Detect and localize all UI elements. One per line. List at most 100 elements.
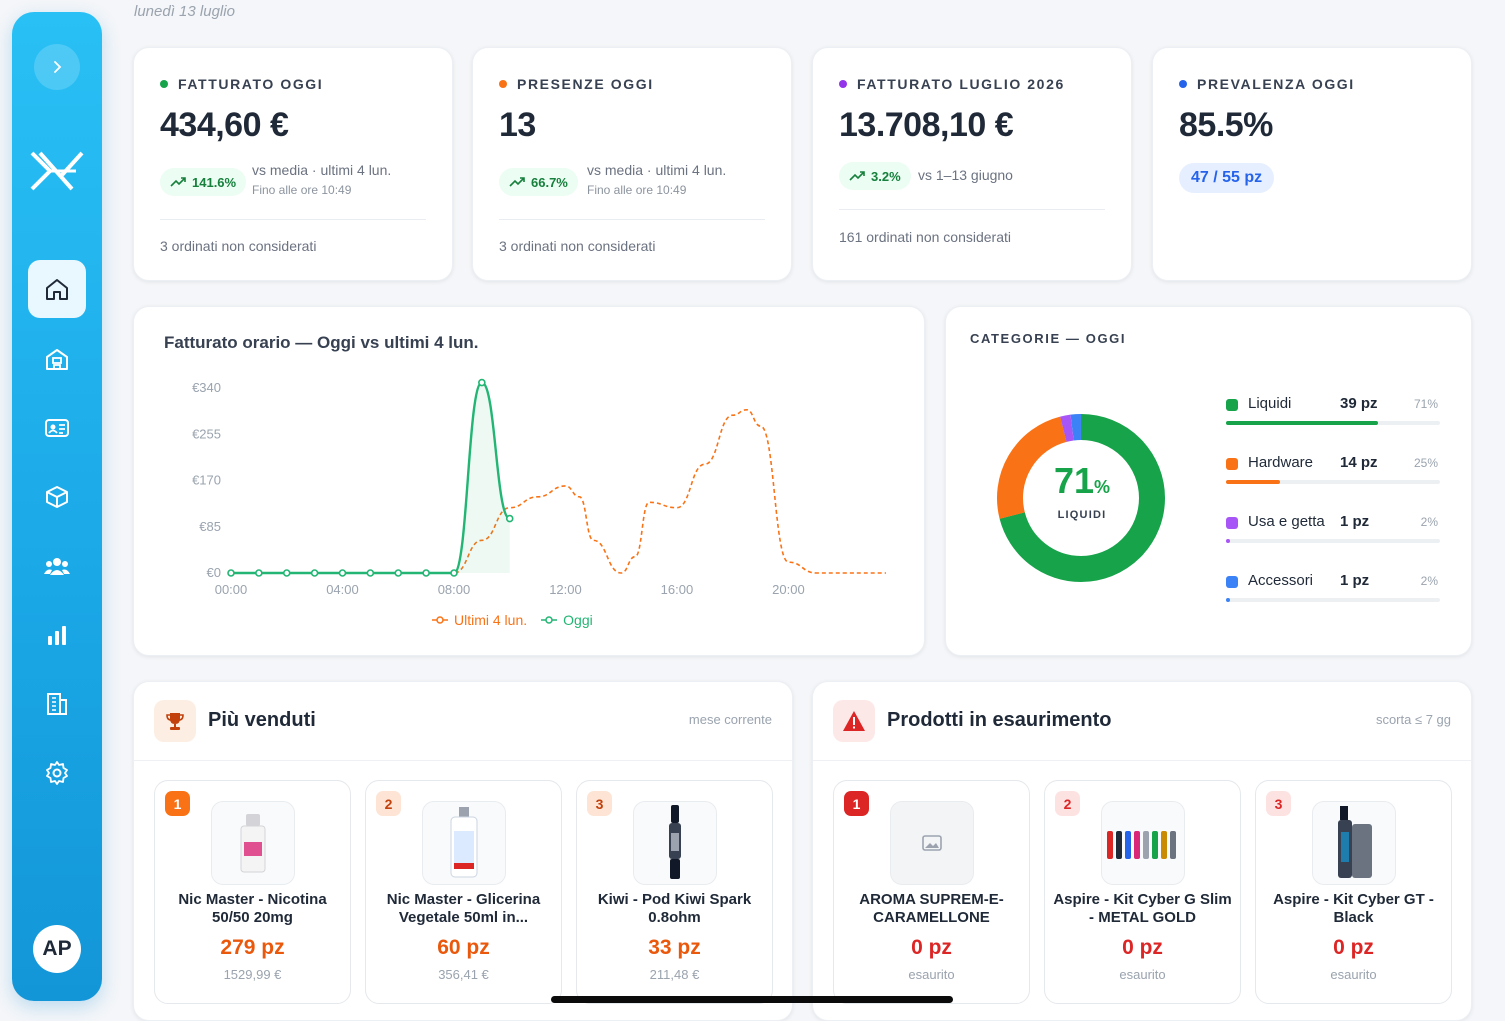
category-name: Usa e getta: [1248, 513, 1325, 530]
legend-line-orange-icon: [432, 616, 448, 624]
kpi-title-text: FATTURATO LUGLIO 2026: [857, 76, 1065, 92]
rank-badge: 3: [1266, 791, 1291, 816]
sidebar-item-company[interactable]: [28, 675, 86, 733]
kpi-footnote: 3 ordinati non considerati: [160, 238, 317, 254]
rank-badge: 3: [587, 791, 612, 816]
kpi-value: 13: [499, 106, 536, 144]
data-point-today: [282, 569, 291, 577]
id-card-icon: [45, 419, 69, 437]
category-quantity: 39 pz: [1340, 395, 1378, 412]
kpi-footnote: 3 ordinati non considerati: [499, 238, 656, 254]
panel-title: Più venduti: [208, 709, 316, 731]
data-point-today: [310, 569, 319, 577]
warning-icon-container: [833, 700, 875, 742]
series-area-today: [231, 382, 510, 573]
category-percentage: 2%: [1420, 574, 1438, 588]
category-progress-bar: [1226, 421, 1440, 425]
low-stock-card[interactable]: 3 Aspire - Kit Cyber GT - Black 0 pz esa…: [1255, 780, 1452, 1004]
product-image: [422, 801, 506, 885]
sidebar: AP: [12, 12, 102, 1001]
divider: [134, 760, 792, 761]
best-seller-card[interactable]: 3 Kiwi - Pod Kiwi Spark 0.8ohm 33 pz 211…: [576, 780, 773, 1004]
y-tick-label: €170: [192, 473, 221, 488]
product-revenue: 356,41 €: [438, 967, 489, 982]
sidebar-item-contacts[interactable]: [28, 399, 86, 457]
trend-badge: 141.6%: [160, 168, 247, 196]
series-line-past: [231, 408, 886, 574]
data-point-today: [478, 378, 486, 387]
low-stock-panel: Prodotti in esaurimento scorta ≤ 7 gg 1 …: [812, 681, 1472, 1021]
best-seller-card[interactable]: 1 Nic Master - Nicotina 50/50 20mg 279 p…: [154, 780, 351, 1004]
sidebar-item-settings[interactable]: [28, 744, 86, 802]
gear-icon: [46, 761, 68, 785]
category-progress-fill: [1226, 598, 1231, 602]
category-percentage: 25%: [1413, 456, 1438, 470]
data-point-today: [366, 569, 375, 577]
product-image: [211, 801, 295, 885]
kpi-title: PREVALENZA OGGI: [1179, 76, 1355, 92]
y-tick-label: €85: [199, 519, 221, 534]
kpi-comparison: vs media · ultimi 4 lun.: [587, 162, 727, 178]
category-row[interactable]: Accessori 1 pz 2%: [1226, 568, 1440, 610]
trend-up-icon: [170, 177, 186, 187]
trend-up-icon: [509, 177, 525, 187]
low-stock-card[interactable]: 2 Aspire - Kit Cyber G Slim - METAL GOLD…: [1044, 780, 1241, 1004]
trend-up-icon: [849, 171, 865, 181]
panel-title: Prodotti in esaurimento: [887, 709, 1112, 731]
donut-label: LIQUIDI: [1057, 509, 1107, 521]
legend-item-today[interactable]: Oggi: [541, 612, 593, 628]
quantity-badge: 47 / 55 pz: [1179, 163, 1275, 193]
x-tick-label: 16:00: [661, 582, 694, 597]
kpi-subtext: Fino alle ore 10:49: [252, 183, 352, 197]
legend-item-past[interactable]: Ultimi 4 lun.: [432, 612, 527, 628]
hourly-revenue-chart-card: Fatturato orario — Oggi vs ultimi 4 lun.…: [133, 306, 925, 656]
stock-status: esaurito: [908, 967, 955, 982]
nicotine-bottle-image: [240, 814, 266, 873]
kpi-card-revenue-today: FATTURATO OGGI 434,60 € 141.6% vs media …: [133, 47, 453, 281]
category-color-swatch: [1226, 399, 1238, 411]
category-row[interactable]: Usa e getta 1 pz 2%: [1226, 509, 1440, 551]
panel-note: scorta ≤ 7 gg: [1375, 712, 1451, 727]
kpi-card-attendance-today: PRESENZE OGGI 13 66.7% vs media · ultimi…: [472, 47, 792, 281]
rank-badge: 1: [165, 791, 190, 816]
legend-label: Oggi: [563, 612, 593, 628]
legend-label: Ultimi 4 lun.: [454, 612, 528, 628]
kpi-comparison: vs 1–13 giugno: [918, 167, 1013, 183]
x-tick-label: 08:00: [438, 582, 471, 597]
y-tick-label: €340: [192, 380, 221, 395]
status-dot: [1179, 80, 1187, 88]
product-name: Aspire - Kit Cyber GT - Black: [1273, 891, 1434, 926]
panel-note: mese corrente: [688, 712, 772, 727]
sidebar-item-products[interactable]: [28, 468, 86, 526]
sidebar-item-home[interactable]: [28, 260, 86, 318]
sidebar-item-reports[interactable]: [28, 606, 86, 664]
user-avatar[interactable]: AP: [33, 925, 81, 973]
status-dot: [160, 80, 168, 88]
data-point-today: [255, 569, 263, 577]
trend-value: 66.7%: [531, 174, 568, 190]
kpi-card-revenue-month: FATTURATO LUGLIO 2026 13.708,10 € 3.2% v…: [812, 47, 1132, 281]
category-progress-fill: [1226, 539, 1231, 543]
category-row[interactable]: Hardware 14 pz 25%: [1226, 450, 1440, 492]
image-placeholder-icon: [922, 835, 942, 851]
product-name: Aspire - Kit Cyber G Slim - METAL GOLD: [1053, 891, 1232, 926]
vape-mod-image: [1338, 806, 1372, 878]
sidebar-item-store[interactable]: [28, 330, 86, 388]
product-revenue: 211,48 €: [649, 967, 700, 982]
kpi-comparison: vs media · ultimi 4 lun.: [252, 162, 392, 178]
best-seller-card[interactable]: 2 Nic Master - Glicerina Vegetale 50ml i…: [365, 780, 562, 1004]
category-name: Liquidi: [1248, 395, 1292, 412]
chevron-right-icon: [54, 61, 62, 73]
sidebar-expand-button[interactable]: [34, 44, 80, 90]
x-tick-label: 12:00: [549, 582, 582, 597]
chart-title: Fatturato orario — Oggi vs ultimi 4 lun.: [164, 333, 479, 352]
legend-line-green-icon: [541, 616, 558, 624]
rank-badge: 2: [1055, 791, 1080, 816]
low-stock-card[interactable]: 1 AROMA SUPREM-E-CARAMELLONE 0 pz esauri…: [833, 780, 1030, 1004]
sidebar-item-customers[interactable]: [28, 537, 86, 595]
stock-status: esaurito: [1330, 967, 1377, 982]
category-name: Hardware: [1248, 454, 1314, 471]
category-row[interactable]: Liquidi 39 pz 71%: [1226, 391, 1440, 433]
category-percentage: 2%: [1420, 515, 1438, 529]
product-quantity: 33 pz: [648, 936, 701, 959]
